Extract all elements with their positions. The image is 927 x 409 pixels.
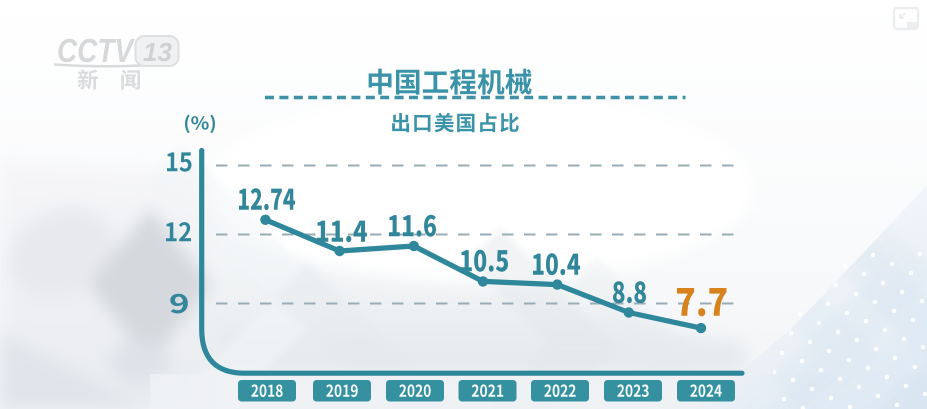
svg-text:13: 13 — [143, 37, 173, 67]
svg-text:CCTV: CCTV — [57, 32, 136, 69]
